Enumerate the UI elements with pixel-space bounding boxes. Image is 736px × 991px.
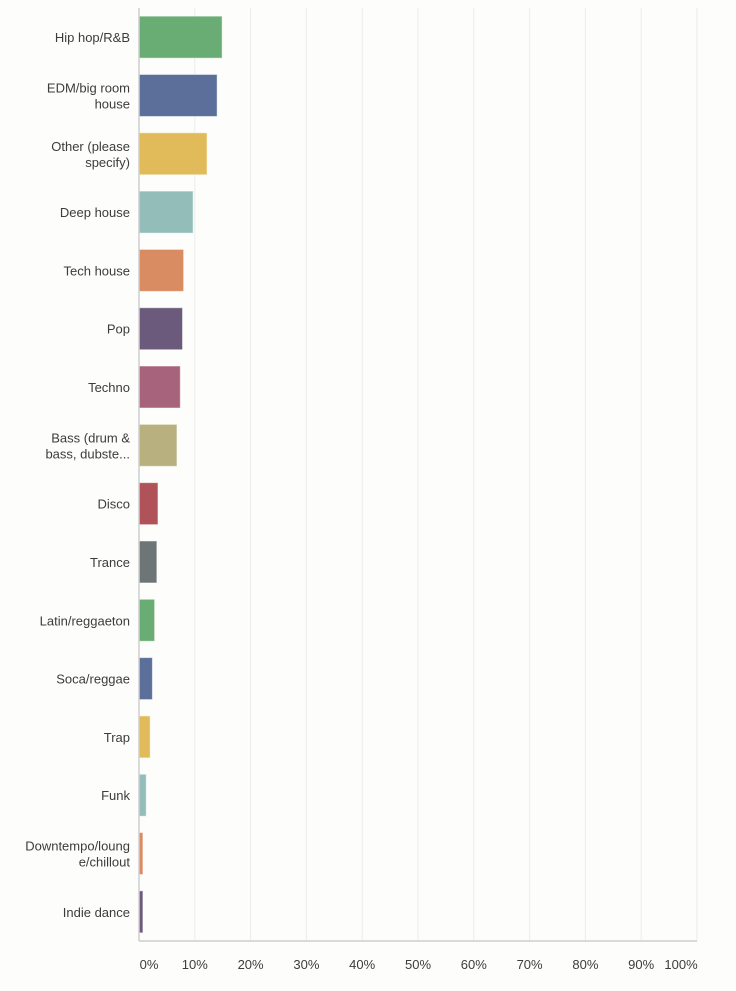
bar	[138, 15, 223, 59]
category-label: Latin/reggaeton	[40, 613, 130, 628]
bar	[138, 423, 178, 467]
x-tick-label: 40%	[349, 957, 375, 972]
bar	[138, 773, 147, 817]
category-label: house	[95, 96, 130, 111]
category-label: Soca/reggae	[56, 672, 130, 687]
category-label: e/chillout	[79, 855, 131, 870]
x-tick-label: 100%	[664, 957, 698, 972]
bar	[138, 73, 218, 117]
x-tick-label: 30%	[293, 957, 319, 972]
category-label: Funk	[101, 788, 130, 803]
category-label: Techno	[88, 380, 130, 395]
category-label: Disco	[97, 497, 130, 512]
x-tick-label: 60%	[461, 957, 487, 972]
bar	[138, 248, 185, 292]
category-label: Trance	[90, 555, 130, 570]
category-label: Other (please	[51, 139, 130, 154]
category-label: Bass (drum &	[51, 430, 130, 445]
gridlines	[194, 8, 698, 941]
x-tick-label: 90%	[628, 957, 654, 972]
bars	[138, 15, 223, 934]
x-tick-label: 80%	[572, 957, 598, 972]
bar	[138, 307, 184, 351]
category-label: Tech house	[64, 263, 131, 278]
category-label: Hip hop/R&B	[55, 30, 130, 45]
bar	[138, 482, 159, 526]
category-label: bass, dubste...	[45, 446, 130, 461]
category-label: EDM/big room	[47, 80, 130, 95]
x-tick-label: 50%	[405, 957, 431, 972]
bar	[138, 365, 181, 409]
category-label: Pop	[107, 322, 130, 337]
x-tick-label: 0%	[140, 957, 159, 972]
category-label: Downtempo/loung	[25, 839, 130, 854]
bar	[138, 598, 156, 642]
x-tick-label: 70%	[517, 957, 543, 972]
category-label: Deep house	[60, 205, 130, 220]
category-label: specify)	[85, 155, 130, 170]
category-label: Trap	[104, 730, 130, 745]
x-tick-label: 20%	[238, 957, 264, 972]
bar	[138, 190, 194, 234]
x-tick-labels: 0% 10% 20% 30% 40% 50% 60% 70% 80% 90% 100%	[140, 957, 698, 972]
x-tick-label: 10%	[182, 957, 208, 972]
bar	[138, 540, 158, 584]
category-label: Indie dance	[63, 905, 130, 920]
bar	[138, 715, 151, 759]
bar	[138, 657, 153, 701]
bar	[138, 132, 208, 176]
